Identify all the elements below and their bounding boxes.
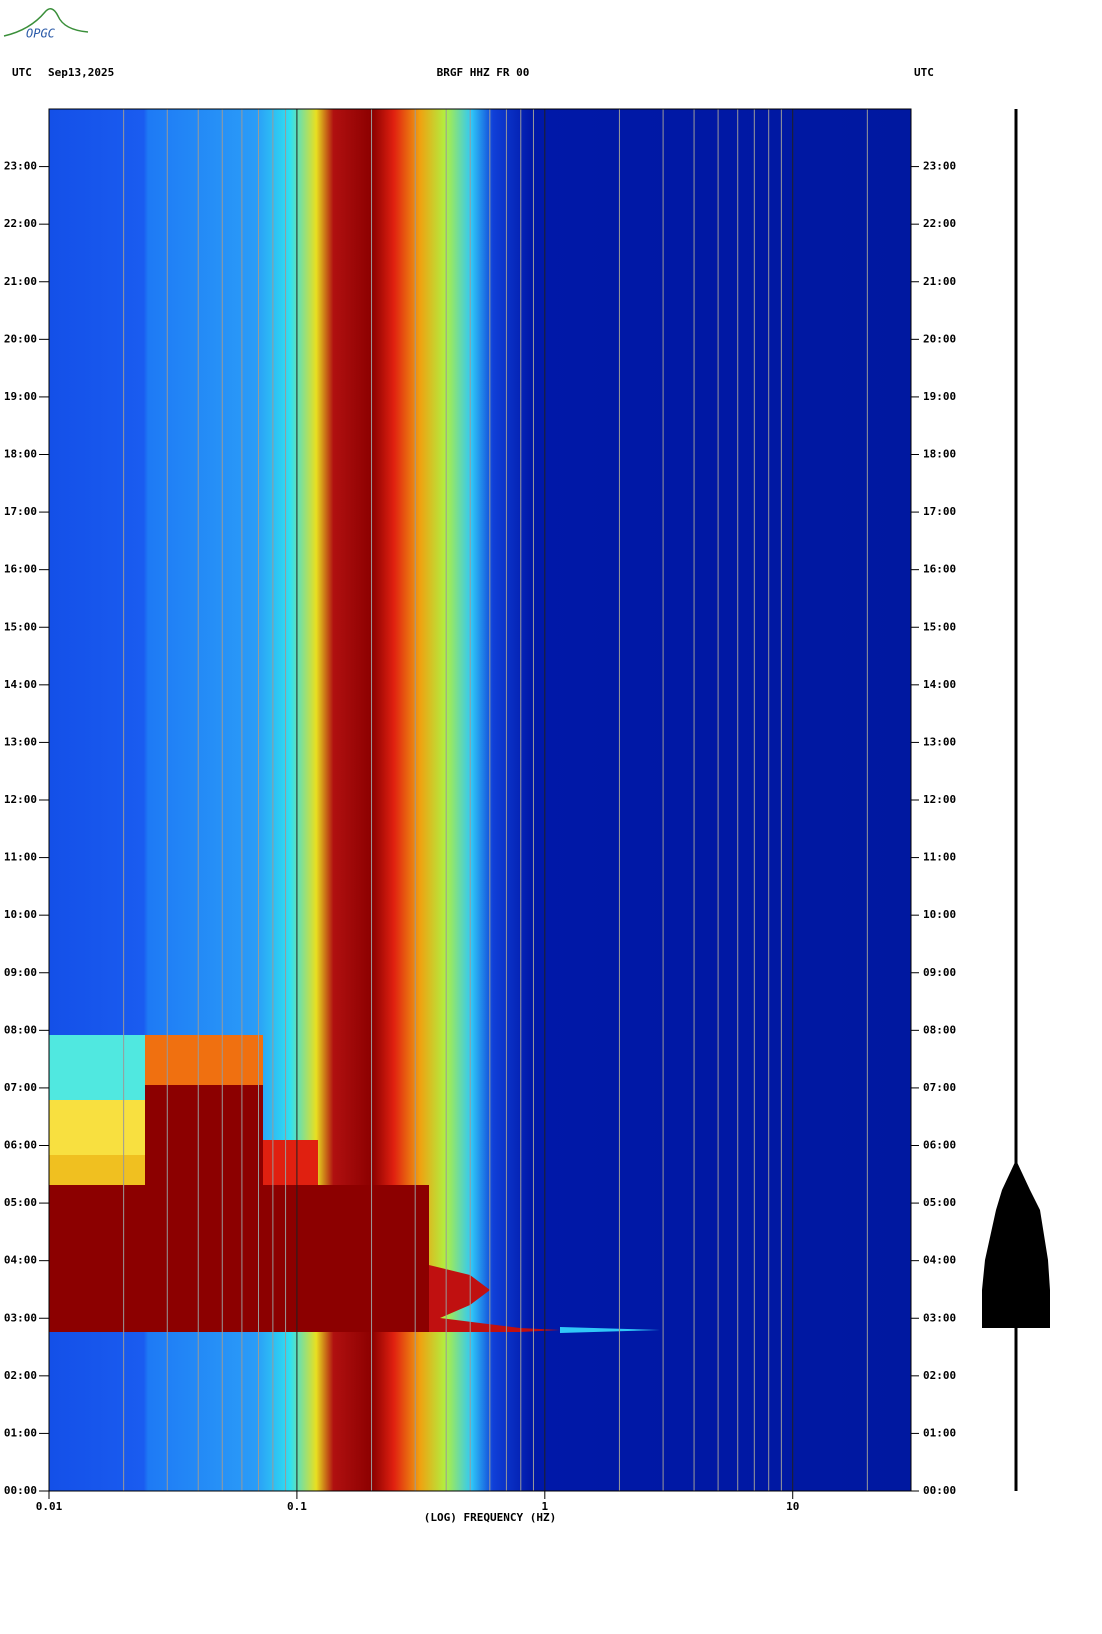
y-tick-label-right: 19:00 [923,390,956,403]
seismogram [982,109,1050,1491]
y-tick-label-left: 13:00 [4,735,37,748]
y-tick-label-left: 05:00 [4,1196,37,1209]
y-tick-label-right: 11:00 [923,851,956,864]
y-tick-label-right: 21:00 [923,275,956,288]
y-tick-label-left: 15:00 [4,620,37,633]
y-tick-label-left: 01:00 [4,1426,37,1439]
y-tick-label-right: 13:00 [923,735,956,748]
y-tick-label-left: 00:00 [4,1484,37,1497]
chart-title: BRGF HHZ FR 00 [437,66,530,79]
x-axis-label: (LOG) FREQUENCY (HZ) [424,1511,556,1524]
y-tick-label-right: 22:00 [923,217,956,230]
y-tick-label-right: 14:00 [923,678,956,691]
y-tick-label-right: 03:00 [923,1311,956,1324]
y-label-right: UTC [914,66,934,79]
y-tick-label-left: 23:00 [4,160,37,173]
y-tick-label-left: 09:00 [4,966,37,979]
x-tick-label: 10 [786,1500,799,1513]
date: Sep13,2025 [48,66,114,79]
y-tick-label-right: 00:00 [923,1484,956,1497]
x-tick-label: 1 [541,1500,548,1513]
y-tick-label-right: 06:00 [923,1139,956,1152]
y-tick-label-right: 04:00 [923,1254,956,1267]
y-tick-label-right: 12:00 [923,793,956,806]
y-tick-label-right: 07:00 [923,1081,956,1094]
y-tick-label-left: 03:00 [4,1311,37,1324]
y-tick-label-right: 17:00 [923,505,956,518]
y-tick-label-left: 04:00 [4,1254,37,1267]
y-tick-label-left: 21:00 [4,275,37,288]
y-tick-label-right: 05:00 [923,1196,956,1209]
y-tick-label-right: 20:00 [923,332,956,345]
y-tick-label-left: 19:00 [4,390,37,403]
y-tick-label-left: 02:00 [4,1369,37,1382]
y-tick-label-right: 01:00 [923,1426,956,1439]
y-tick-label-right: 08:00 [923,1023,956,1036]
y-tick-label-right: 18:00 [923,448,956,461]
y-tick-label-right: 15:00 [923,620,956,633]
y-tick-label-left: 06:00 [4,1139,37,1152]
y-label-left: UTC [12,66,32,79]
logo: OPGC [3,8,89,41]
y-tick-label-left: 10:00 [4,908,37,921]
y-tick-label-right: 02:00 [923,1369,956,1382]
y-tick-label-left: 17:00 [4,505,37,518]
y-tick-label-left: 16:00 [4,563,37,576]
y-tick-label-right: 23:00 [923,160,956,173]
y-tick-label-left: 07:00 [4,1081,37,1094]
y-tick-label-left: 11:00 [4,851,37,864]
y-tick-label-left: 22:00 [4,217,37,230]
y-tick-label-right: 16:00 [923,563,956,576]
y-tick-label-left: 14:00 [4,678,37,691]
logo-text: OPGC [26,27,56,41]
y-tick-label-left: 18:00 [4,448,37,461]
y-tick-label-left: 20:00 [4,332,37,345]
spectrogram [49,109,911,1491]
x-tick-label: 0.01 [36,1500,63,1513]
y-tick-label-left: 08:00 [4,1023,37,1036]
y-tick-label-left: 12:00 [4,793,37,806]
x-tick-label: 0.1 [287,1500,307,1513]
y-tick-label-right: 09:00 [923,966,956,979]
plot-frame [48,108,912,1492]
y-tick-label-right: 10:00 [923,908,956,921]
